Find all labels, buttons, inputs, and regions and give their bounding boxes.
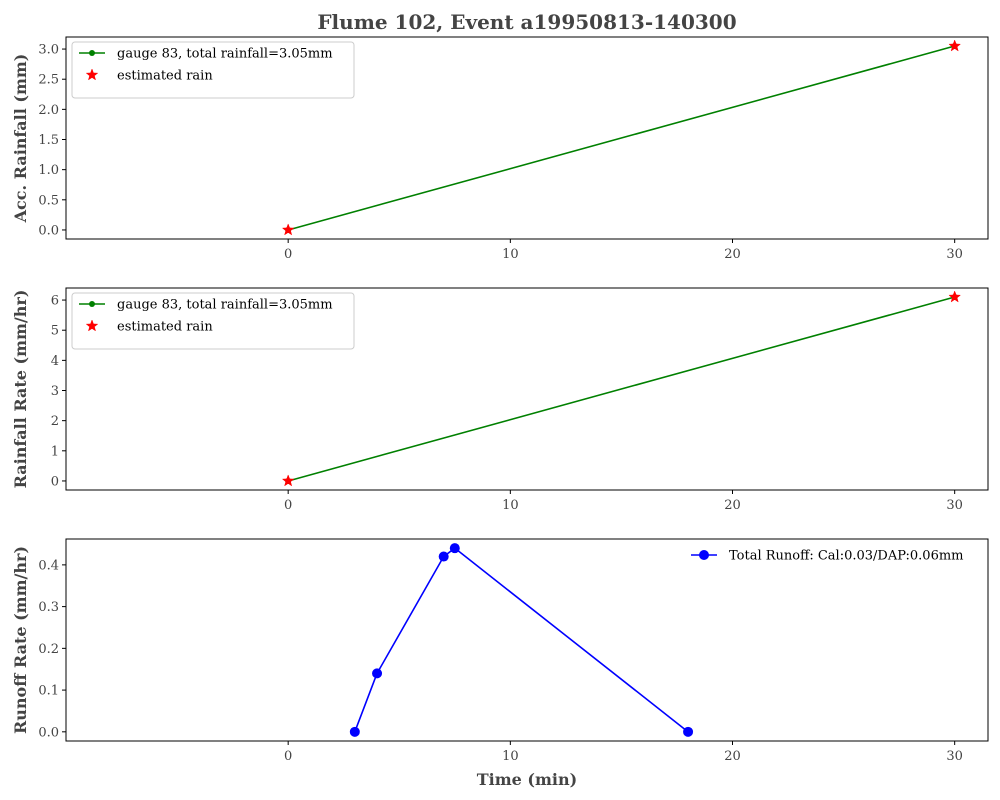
y-tick-label: 0.0 — [38, 223, 59, 238]
x-tick-label: 0 — [284, 247, 292, 262]
x-tick-label: 20 — [724, 247, 741, 262]
x-tick-label: 20 — [724, 498, 741, 513]
x-tick-label: 10 — [502, 498, 519, 513]
x-tick-label: 0 — [284, 498, 292, 513]
data-point — [948, 290, 962, 303]
y-tick-label: 1.5 — [38, 133, 59, 148]
y-tick-label: 5 — [51, 324, 59, 339]
data-point — [372, 668, 383, 679]
x-tick-label: 30 — [946, 749, 963, 764]
y-tick-label: 0.2 — [38, 642, 59, 657]
legend-marker — [89, 301, 95, 307]
series-1 — [285, 294, 958, 484]
legend-label: estimated rain — [117, 320, 213, 335]
x-tick-label: 10 — [502, 247, 519, 262]
legend-marker — [85, 319, 99, 332]
legend-box — [71, 41, 355, 99]
x-tick-label: 30 — [946, 498, 963, 513]
x-tick-label: 0 — [284, 749, 292, 764]
x-tick-label: 20 — [724, 749, 741, 764]
series-2 — [281, 39, 962, 236]
data-point — [281, 223, 295, 236]
legend: gauge 83, total rainfall=3.05mm estimated… — [71, 292, 355, 350]
legend-label: Total Runoff: Cal:0.03/DAP:0.06mm — [729, 549, 964, 564]
axes-frame — [65, 287, 989, 491]
series-1 — [285, 43, 958, 233]
legend-entry: estimated rain — [85, 319, 213, 335]
figure-title: Flume 102, Event a19950813-140300 — [317, 10, 736, 34]
y-tick-label: 4 — [51, 354, 59, 369]
y-tick-label: 0.4 — [38, 558, 59, 573]
y-tick-label: 0.1 — [38, 684, 59, 699]
data-point — [281, 474, 295, 487]
y-tick-label: 0.3 — [38, 600, 59, 615]
y-tick-label: 3 — [51, 384, 59, 399]
axes-frame — [65, 36, 989, 240]
y-tick-label: 2.0 — [38, 103, 59, 118]
series-2 — [281, 290, 962, 487]
series-line — [354, 547, 689, 733]
data-point — [449, 543, 460, 554]
y-tick-label: 2 — [51, 414, 59, 429]
x-axis-label: Time (min) — [477, 770, 577, 789]
y-tick-label: 1 — [51, 444, 59, 459]
subplot-3: 0 10 20 30 0.0 0.1 0.2 0.3 0.4 Runoff Rate (mm/hr… — [11, 538, 989, 764]
legend-entry: estimated rain — [85, 68, 213, 84]
y-tick-label: 3.0 — [38, 43, 59, 58]
x-tick-label: 10 — [502, 749, 519, 764]
legend-label: gauge 83, total rainfall=3.05mm — [117, 298, 333, 313]
y-tick-label: 1.0 — [38, 163, 59, 178]
series-1 — [349, 543, 694, 737]
legend: Total Runoff: Cal:0.03/DAP:0.06mm — [691, 549, 964, 564]
legend-marker — [699, 550, 709, 560]
legend-marker — [89, 50, 95, 56]
y-axis-label: Rainfall Rate (mm/hr) — [11, 290, 30, 489]
legend: gauge 83, total rainfall=3.05mm estimated… — [71, 41, 355, 99]
legend-entry: gauge 83, total rainfall=3.05mm — [79, 298, 333, 313]
y-tick-label: 0 — [51, 474, 59, 489]
legend-entry: gauge 83, total rainfall=3.05mm — [79, 47, 333, 62]
y-tick-label: 0.5 — [38, 193, 59, 208]
y-axis-label: Acc. Rainfall (mm) — [11, 54, 30, 224]
series-line — [287, 296, 955, 482]
series-line — [287, 45, 955, 231]
y-tick-label: 0.0 — [38, 725, 59, 740]
data-point — [948, 39, 962, 52]
legend-box — [71, 292, 355, 350]
legend-label: estimated rain — [117, 69, 213, 84]
x-tick-label: 30 — [946, 247, 963, 262]
legend-label: gauge 83, total rainfall=3.05mm — [117, 47, 333, 62]
data-point — [683, 726, 694, 737]
y-tick-label: 2.5 — [38, 73, 59, 88]
axes-frame — [65, 538, 989, 742]
subplot-2: 0 10 20 30 0 1 2 3 4 5 6 Rainfall Rate (mm/hr) gauge… — [11, 287, 989, 513]
subplot-1: 0 10 20 30 0.0 0.5 1.0 1.5 2.0 2.5 3.0 Acc. Rainfal… — [11, 36, 989, 262]
y-tick-label: 6 — [51, 294, 59, 309]
legend-entry: Total Runoff: Cal:0.03/DAP:0.06mm — [691, 549, 964, 564]
legend-marker — [85, 68, 99, 81]
data-point — [349, 726, 360, 737]
data-point — [438, 551, 449, 562]
y-axis-label: Runoff Rate (mm/hr) — [11, 546, 30, 734]
